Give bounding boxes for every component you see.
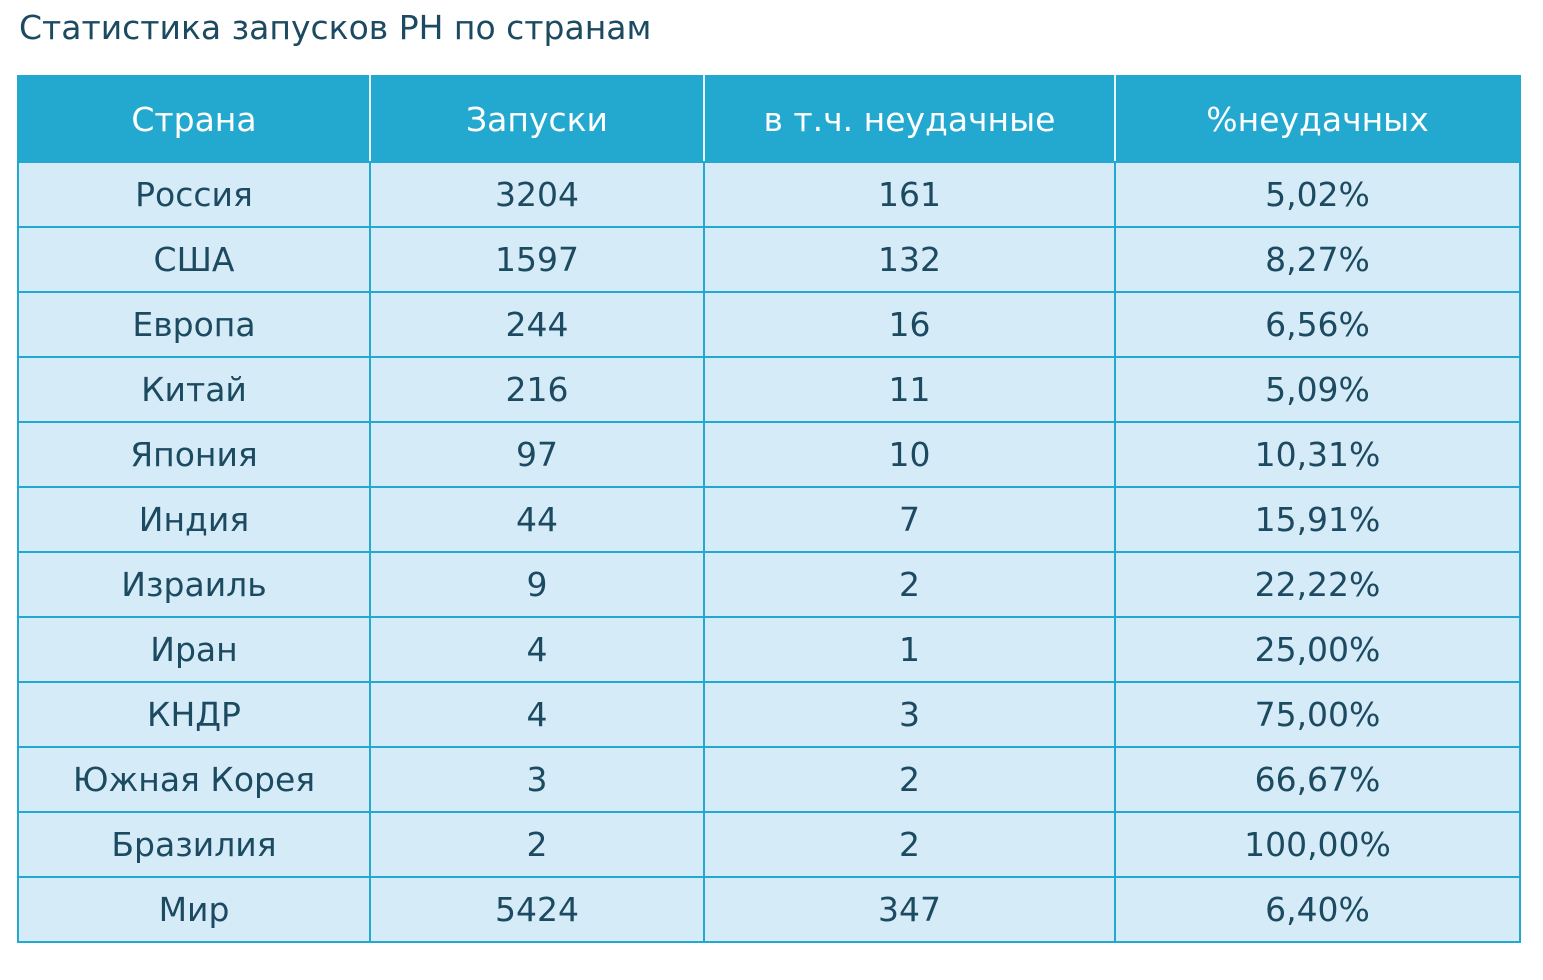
cell-failed-percent: 75,00% bbox=[1115, 682, 1521, 748]
cell-launches: 3204 bbox=[370, 162, 705, 228]
table-row: КНДР 4 3 75,00% bbox=[18, 682, 1521, 748]
table-row: Южная Корея 3 2 66,67% bbox=[18, 747, 1521, 813]
cell-failed-percent: 6,40% bbox=[1115, 877, 1521, 943]
page-title: Статистика запусков РН по странам bbox=[19, 8, 652, 47]
column-header-country: Страна bbox=[18, 76, 371, 163]
cell-failed: 3 bbox=[704, 682, 1116, 748]
cell-launches: 2 bbox=[370, 812, 705, 878]
launch-stats-table: Страна Запуски в т.ч. неудачные %неудачн… bbox=[17, 75, 1521, 943]
cell-failed-percent: 22,22% bbox=[1115, 552, 1521, 618]
cell-country: Южная Корея bbox=[18, 747, 371, 813]
cell-failed-percent: 25,00% bbox=[1115, 617, 1521, 683]
table-row: Япония 97 10 10,31% bbox=[18, 422, 1521, 488]
table-row: Израиль 9 2 22,22% bbox=[18, 552, 1521, 618]
table-row: Иран 4 1 25,00% bbox=[18, 617, 1521, 683]
cell-launches: 5424 bbox=[370, 877, 705, 943]
cell-failed-percent: 6,56% bbox=[1115, 292, 1521, 358]
cell-country: Бразилия bbox=[18, 812, 371, 878]
cell-failed: 11 bbox=[704, 357, 1116, 423]
cell-failed-percent: 100,00% bbox=[1115, 812, 1521, 878]
cell-country: Европа bbox=[18, 292, 371, 358]
table-header-row: Страна Запуски в т.ч. неудачные %неудачн… bbox=[18, 76, 1521, 163]
cell-failed-percent: 5,02% bbox=[1115, 162, 1521, 228]
cell-failed-percent: 66,67% bbox=[1115, 747, 1521, 813]
cell-launches: 44 bbox=[370, 487, 705, 553]
cell-launches: 97 bbox=[370, 422, 705, 488]
cell-country: Мир bbox=[18, 877, 371, 943]
table-row: Индия 44 7 15,91% bbox=[18, 487, 1521, 553]
table-row: Китай 216 11 5,09% bbox=[18, 357, 1521, 423]
cell-failed-percent: 5,09% bbox=[1115, 357, 1521, 423]
cell-country: Китай bbox=[18, 357, 371, 423]
cell-country: Израиль bbox=[18, 552, 371, 618]
column-header-failed-percent: %неудачных bbox=[1115, 76, 1521, 163]
table-row: Бразилия 2 2 100,00% bbox=[18, 812, 1521, 878]
cell-failed: 161 bbox=[704, 162, 1116, 228]
table-row: США 1597 132 8,27% bbox=[18, 227, 1521, 293]
cell-failed: 2 bbox=[704, 747, 1116, 813]
cell-country: Индия bbox=[18, 487, 371, 553]
table-row: Европа 244 16 6,56% bbox=[18, 292, 1521, 358]
cell-country: Россия bbox=[18, 162, 371, 228]
cell-failed: 2 bbox=[704, 552, 1116, 618]
cell-failed: 347 bbox=[704, 877, 1116, 943]
column-header-launches: Запуски bbox=[370, 76, 705, 163]
cell-failed-percent: 15,91% bbox=[1115, 487, 1521, 553]
cell-failed-percent: 10,31% bbox=[1115, 422, 1521, 488]
cell-launches: 244 bbox=[370, 292, 705, 358]
table-row-total: Мир 5424 347 6,40% bbox=[18, 877, 1521, 943]
cell-country: США bbox=[18, 227, 371, 293]
cell-launches: 3 bbox=[370, 747, 705, 813]
cell-launches: 4 bbox=[370, 617, 705, 683]
cell-launches: 216 bbox=[370, 357, 705, 423]
cell-failed-percent: 8,27% bbox=[1115, 227, 1521, 293]
cell-country: КНДР bbox=[18, 682, 371, 748]
cell-failed: 7 bbox=[704, 487, 1116, 553]
cell-failed: 2 bbox=[704, 812, 1116, 878]
cell-country: Иран bbox=[18, 617, 371, 683]
cell-launches: 4 bbox=[370, 682, 705, 748]
table-row: Россия 3204 161 5,02% bbox=[18, 162, 1521, 228]
cell-failed: 1 bbox=[704, 617, 1116, 683]
cell-launches: 1597 bbox=[370, 227, 705, 293]
cell-launches: 9 bbox=[370, 552, 705, 618]
cell-failed: 132 bbox=[704, 227, 1116, 293]
cell-country: Япония bbox=[18, 422, 371, 488]
cell-failed: 16 bbox=[704, 292, 1116, 358]
cell-failed: 10 bbox=[704, 422, 1116, 488]
column-header-failed: в т.ч. неудачные bbox=[704, 76, 1116, 163]
